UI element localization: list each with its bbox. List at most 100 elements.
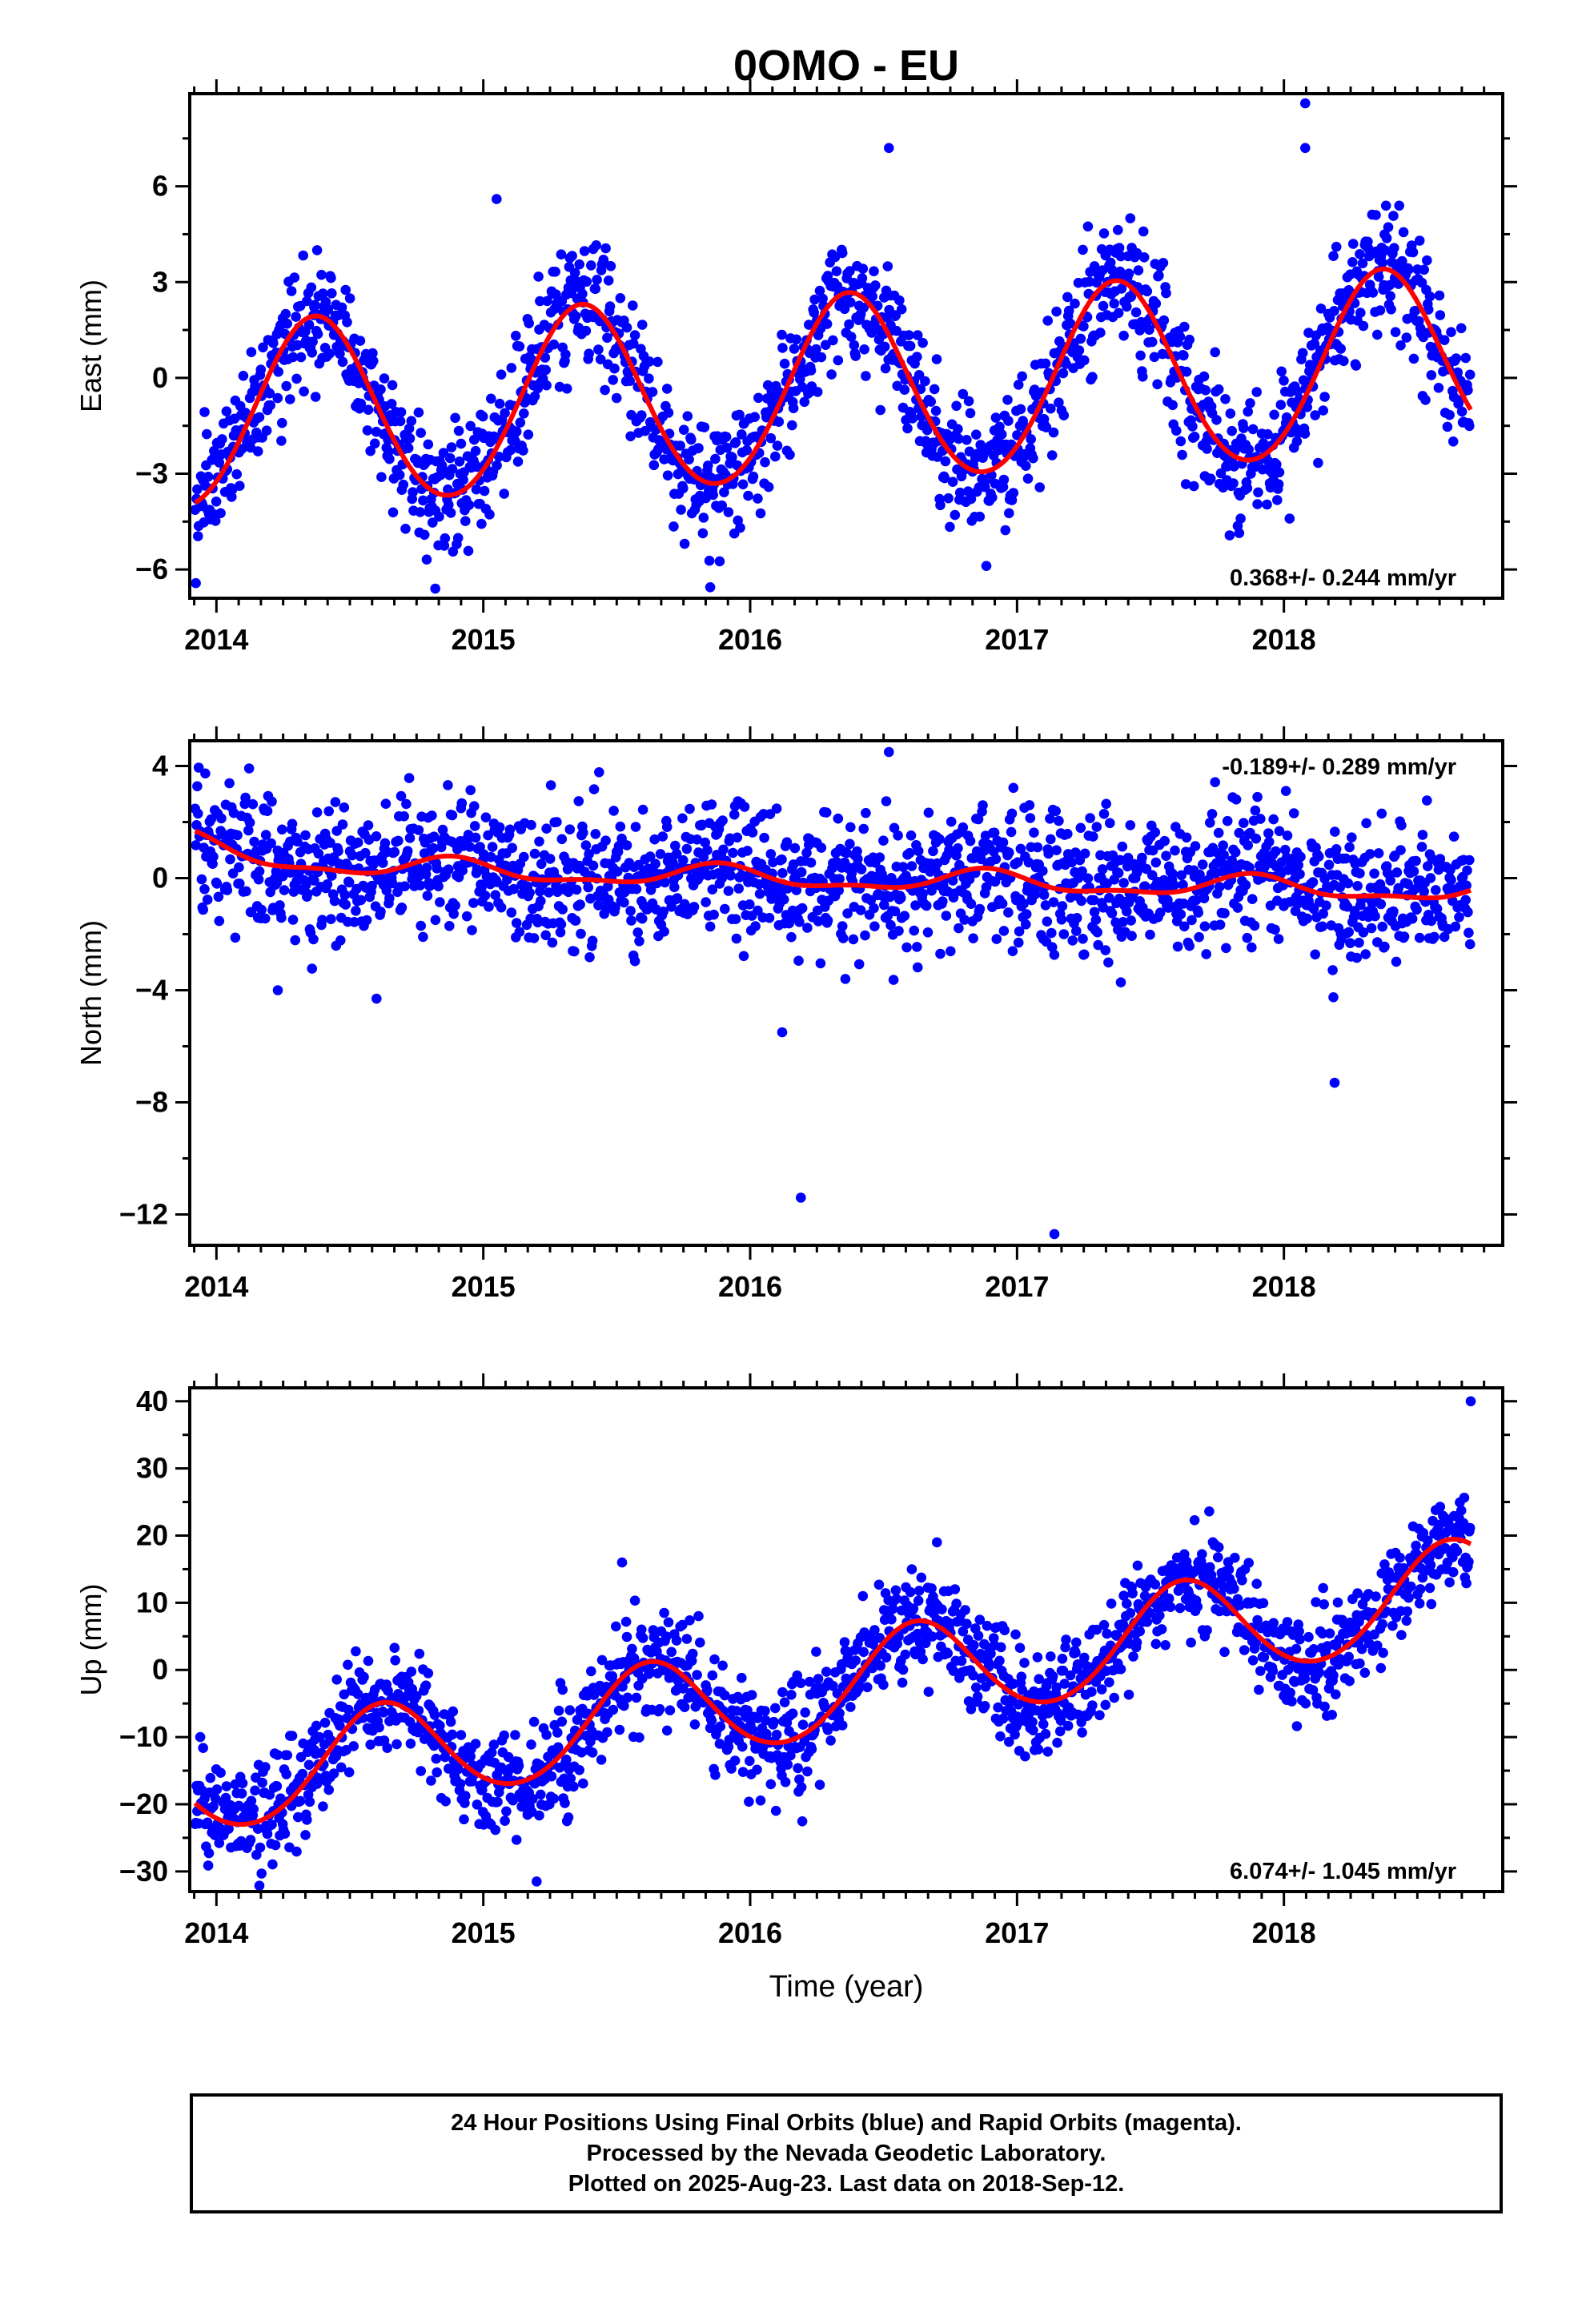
data-point bbox=[1158, 258, 1169, 268]
x-tick-label: 2015 bbox=[452, 1270, 516, 1303]
data-point bbox=[578, 1778, 588, 1789]
data-point bbox=[779, 358, 790, 369]
data-point bbox=[541, 823, 552, 834]
data-point bbox=[750, 921, 761, 931]
data-point bbox=[303, 320, 315, 330]
data-point bbox=[444, 921, 455, 931]
data-point bbox=[445, 1716, 456, 1727]
data-point bbox=[1318, 908, 1328, 919]
data-point bbox=[427, 810, 437, 821]
data-point bbox=[1357, 258, 1368, 269]
data-point bbox=[785, 1750, 796, 1761]
data-point bbox=[1464, 927, 1474, 939]
data-point bbox=[1118, 917, 1128, 927]
data-point bbox=[577, 288, 588, 300]
data-point bbox=[337, 819, 348, 830]
data-point bbox=[891, 325, 902, 336]
data-point bbox=[1381, 233, 1392, 243]
data-points bbox=[190, 1396, 1476, 1891]
data-point bbox=[1082, 221, 1094, 232]
data-point bbox=[1098, 1619, 1110, 1630]
data-point bbox=[657, 831, 668, 842]
data-point bbox=[424, 881, 435, 891]
data-point bbox=[1057, 901, 1068, 911]
data-point bbox=[1008, 488, 1019, 498]
data-point bbox=[1213, 827, 1224, 838]
data-point bbox=[1046, 1651, 1056, 1662]
data-point bbox=[917, 337, 928, 348]
data-point bbox=[352, 1689, 363, 1699]
data-point bbox=[500, 860, 511, 871]
data-point bbox=[528, 1794, 538, 1804]
data-point bbox=[430, 583, 440, 594]
data-point bbox=[1239, 818, 1249, 828]
data-point bbox=[1167, 400, 1178, 411]
data-point bbox=[510, 1730, 520, 1740]
data-point bbox=[260, 830, 271, 840]
data-point bbox=[1234, 528, 1245, 538]
data-point bbox=[1082, 873, 1094, 884]
data-point bbox=[1291, 436, 1303, 447]
data-point bbox=[309, 875, 319, 886]
y-axis-label: East (mm) bbox=[74, 279, 107, 412]
data-point bbox=[1089, 907, 1100, 918]
data-point bbox=[1215, 468, 1227, 479]
data-point bbox=[355, 398, 367, 409]
data-point bbox=[331, 826, 343, 836]
data-point bbox=[702, 845, 713, 855]
data-point bbox=[1255, 814, 1266, 824]
data-point bbox=[1417, 830, 1428, 840]
data-point bbox=[991, 934, 1002, 944]
data-point bbox=[421, 862, 432, 873]
data-point bbox=[622, 1692, 633, 1703]
data-point bbox=[1094, 1710, 1105, 1721]
data-point bbox=[298, 1738, 309, 1749]
x-tick-label: 2017 bbox=[985, 1270, 1049, 1303]
data-point bbox=[1385, 291, 1395, 302]
data-point bbox=[874, 852, 885, 862]
data-point bbox=[1240, 879, 1251, 891]
data-point bbox=[500, 408, 510, 419]
data-point bbox=[1034, 482, 1045, 493]
data-point bbox=[628, 300, 638, 311]
data-point bbox=[811, 1647, 821, 1657]
data-point bbox=[678, 854, 689, 866]
data-point bbox=[1375, 899, 1387, 910]
data-point bbox=[1414, 235, 1425, 246]
data-point bbox=[874, 1633, 885, 1643]
data-point bbox=[982, 1620, 993, 1631]
data-point bbox=[958, 388, 969, 400]
data-point bbox=[1078, 244, 1088, 255]
data-point bbox=[1407, 914, 1418, 924]
data-point bbox=[494, 822, 505, 833]
data-point bbox=[717, 1660, 728, 1671]
data-point bbox=[777, 1027, 788, 1038]
data-point bbox=[1175, 436, 1186, 447]
data-point bbox=[804, 1676, 815, 1687]
data-point bbox=[1395, 845, 1406, 855]
data-point bbox=[534, 1810, 544, 1821]
data-point bbox=[1448, 831, 1460, 842]
data-point bbox=[490, 1824, 501, 1835]
data-point bbox=[791, 885, 802, 895]
data-point bbox=[561, 384, 572, 394]
data-point bbox=[486, 851, 496, 862]
data-point bbox=[1175, 909, 1186, 919]
data-point bbox=[518, 445, 528, 456]
data-point bbox=[979, 481, 990, 493]
data-point bbox=[1002, 395, 1013, 405]
data-point bbox=[926, 396, 936, 407]
data-point bbox=[570, 915, 581, 926]
data-point bbox=[837, 247, 848, 259]
data-point bbox=[760, 456, 770, 468]
data-point bbox=[763, 481, 774, 493]
data-point bbox=[287, 352, 299, 363]
data-point bbox=[1284, 513, 1295, 524]
data-point bbox=[869, 921, 880, 931]
data-point bbox=[1163, 1593, 1174, 1604]
data-point bbox=[627, 1643, 637, 1655]
data-point bbox=[850, 1655, 861, 1666]
data-point bbox=[1213, 1552, 1223, 1562]
data-point bbox=[1008, 782, 1019, 794]
data-point bbox=[773, 416, 785, 427]
